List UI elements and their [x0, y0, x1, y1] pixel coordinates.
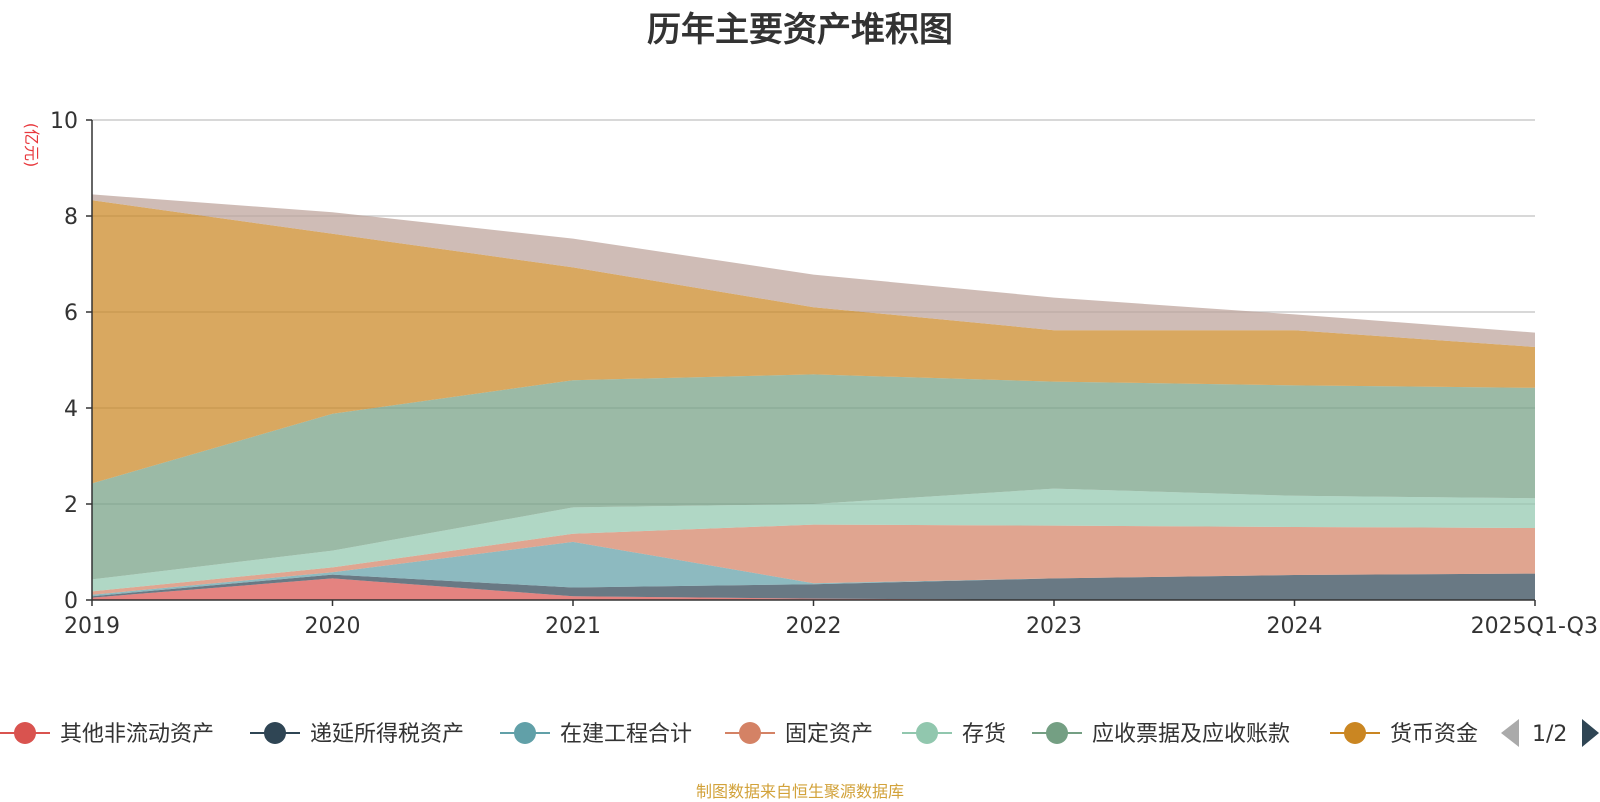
- legend-item[interactable]: 递延所得税资产: [250, 722, 464, 747]
- area-series: [92, 194, 1535, 347]
- legend-item[interactable]: 应收票据及应收账款: [1032, 722, 1290, 747]
- legend-item[interactable]: 存货: [902, 722, 1006, 747]
- legend-marker: [514, 722, 536, 744]
- x-tick-label: 2021: [545, 614, 601, 639]
- legend-next-page-icon[interactable]: [1582, 719, 1599, 747]
- area-series: [92, 488, 1535, 592]
- x-tick-label: 2025Q1-Q3: [1471, 614, 1598, 639]
- y-tick-label: 10: [50, 109, 78, 134]
- y-tick-label: 8: [64, 205, 78, 230]
- legend-label: 固定资产: [785, 722, 873, 747]
- legend-marker: [739, 722, 761, 744]
- chart-title: 历年主要资产堆积图: [647, 10, 953, 50]
- legend-item[interactable]: 其他非流动资产: [0, 722, 214, 747]
- legend-marker: [1046, 722, 1068, 744]
- area-layer: [92, 194, 1535, 600]
- area-series: [92, 573, 1535, 600]
- legend-label: 货币资金: [1390, 722, 1478, 747]
- legend-marker: [1344, 722, 1366, 744]
- y-tick-label: 0: [64, 589, 78, 614]
- legend-item[interactable]: 在建工程合计: [500, 722, 692, 747]
- area-series: [92, 374, 1535, 580]
- x-tick-label: 2020: [305, 614, 361, 639]
- legend-label: 在建工程合计: [560, 722, 692, 747]
- legend-label: 存货: [962, 722, 1006, 747]
- y-tick-label: 4: [64, 397, 78, 422]
- legend-marker: [916, 722, 938, 744]
- legend-label: 应收票据及应收账款: [1092, 722, 1290, 747]
- y-axis-label: (亿元): [22, 123, 41, 168]
- legend-item[interactable]: 固定资产: [725, 722, 873, 747]
- x-tick-label: 2023: [1026, 614, 1082, 639]
- legend-prev-page-icon[interactable]: [1501, 719, 1519, 747]
- legend-item[interactable]: 货币资金: [1330, 722, 1478, 747]
- legend-label: 其他非流动资产: [60, 722, 214, 747]
- area-series: [92, 578, 1535, 600]
- x-tick-label: 2019: [64, 614, 120, 639]
- legend-marker: [14, 722, 36, 744]
- x-tick-label: 2024: [1267, 614, 1323, 639]
- legend-label: 递延所得税资产: [310, 722, 464, 747]
- legend-marker: [264, 722, 286, 744]
- axes: 0 2 4 6 8 10 2019 2020 2021 2022 2023 2024 2025Q1-Q3: [50, 109, 1598, 639]
- data-source-note: 制图数据来自恒生聚源数据库: [695, 782, 904, 801]
- y-tick-label: 6: [64, 301, 78, 326]
- area-series: [92, 200, 1535, 484]
- legend-page-indicator: 1/2: [1532, 722, 1567, 747]
- legend: 其他非流动资产 递延所得税资产 在建工程合计 固定资产 存货 应收票据及应收账款 货币资金 1…: [0, 719, 1599, 747]
- x-tick-label: 2022: [786, 614, 842, 639]
- area-series: [92, 541, 1535, 597]
- area-series: [92, 524, 1535, 595]
- y-tick-label: 2: [64, 493, 78, 518]
